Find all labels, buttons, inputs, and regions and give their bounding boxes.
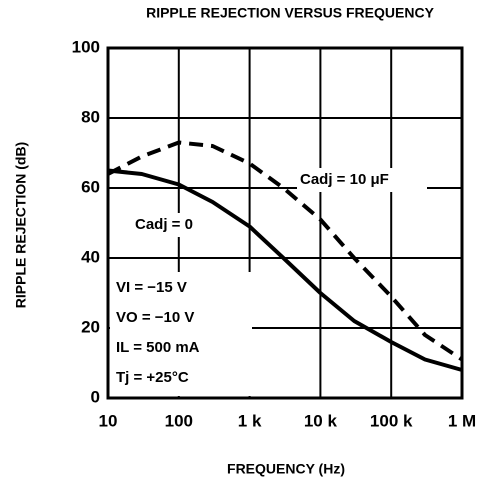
line-series — [107, 140, 464, 362]
series-label: Cadj = 0 — [135, 216, 193, 233]
y-axis-label: RIPPLE REJECTION (dB) — [13, 142, 29, 308]
series-label: Cadj = 10 μF — [300, 171, 389, 188]
y-tick-label: 20 — [81, 317, 100, 336]
plot-frame — [106, 46, 464, 400]
y-tick-label: 80 — [81, 107, 100, 126]
y-tick-label: 40 — [81, 247, 100, 266]
x-tick-label: 1 M — [448, 411, 476, 430]
annotation: VO = −10 V — [116, 309, 194, 326]
x-tick-label: 10 — [99, 411, 118, 430]
conditions-box — [110, 272, 252, 396]
annotation: VI = −15 V — [116, 279, 187, 296]
label-bg — [132, 213, 208, 237]
y-tick-label: 100 — [72, 37, 100, 56]
x-tick-label: 100 — [165, 411, 193, 430]
x-tick-label: 100 k — [370, 411, 413, 430]
x-axis-label: FREQUENCY (Hz) — [227, 461, 345, 477]
y-tick-label: 60 — [81, 177, 100, 196]
y-tick-label: 0 — [91, 387, 100, 406]
label-bg — [297, 168, 427, 192]
annotation: Tj = +25°C — [116, 369, 189, 386]
line-series — [107, 168, 463, 372]
x-tick-label: 10 k — [304, 411, 338, 430]
annotation: IL = 500 mA — [116, 339, 200, 356]
chart-title: RIPPLE REJECTION VERSUS FREQUENCY — [146, 5, 434, 21]
x-tick-label: 1 k — [238, 411, 262, 430]
